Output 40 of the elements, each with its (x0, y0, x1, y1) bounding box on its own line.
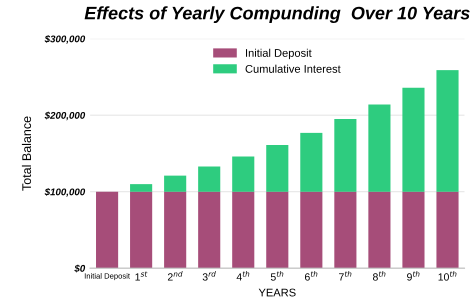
x-tick-label: 8$^{th}$ (372, 271, 386, 281)
bar (334, 192, 356, 268)
x-tick-label: 6$^{th}$ (304, 271, 318, 281)
x-tick-label: 4$^{th}$ (236, 271, 250, 281)
bar (130, 192, 152, 268)
y-tick-label: $200,000 (44, 112, 86, 120)
bar (232, 192, 254, 268)
bar (164, 176, 186, 192)
bar (334, 119, 356, 192)
x-tick-label: 9$^{th}$ (407, 271, 420, 281)
bar (266, 145, 288, 192)
legend-label: Cumulative Interest (246, 64, 341, 73)
bar (402, 88, 425, 192)
x-tick-label: 10$^{th}$ (438, 271, 456, 281)
y-tick-label: $300,000 (44, 35, 86, 44)
bar (164, 192, 186, 268)
y-tick-label: $100,000 (44, 188, 86, 197)
x-tick-label: 5$^{th}$ (270, 271, 284, 281)
bar (300, 132, 322, 192)
bar (232, 156, 254, 192)
bar (300, 192, 322, 268)
bar (198, 192, 220, 268)
bar (368, 192, 390, 268)
bar (130, 184, 152, 192)
y-axis-title: Total Balance (22, 116, 32, 191)
x-tick-label: 2$^{nd}$ (168, 271, 183, 281)
bar (436, 70, 459, 192)
x-tick-label: 3$^{rd}$ (202, 271, 216, 281)
bar (266, 192, 288, 268)
bar (368, 104, 390, 192)
x-tick-label: 7$^{th}$ (339, 271, 352, 281)
chart-title: Effects of Yearly Compunding Over 10 Years (84, 6, 470, 24)
bar (198, 166, 220, 192)
x-axis-title: YEARS (258, 288, 296, 296)
legend-label: Initial Deposit (246, 48, 312, 60)
bar (402, 192, 425, 268)
bar (96, 192, 118, 268)
y-tick-label: $0 (74, 264, 86, 272)
bar (436, 192, 459, 268)
x-tick-label: 1$^{st}$ (135, 271, 148, 281)
